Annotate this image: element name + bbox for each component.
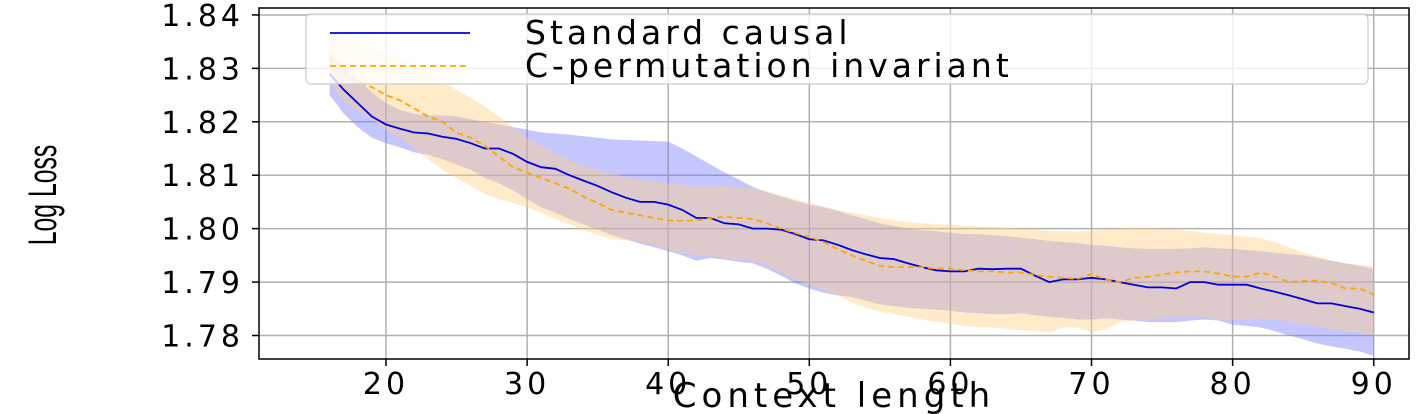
y-tick-label: 1.83 bbox=[161, 52, 244, 87]
series-lines bbox=[328, 57, 1375, 314]
x-tick-label: 50 bbox=[786, 367, 832, 402]
y-tick-label: 1.81 bbox=[161, 159, 244, 194]
legend-box bbox=[305, 13, 1369, 85]
x-tick-label: 20 bbox=[363, 367, 409, 402]
band-c-permutation-invariant bbox=[329, 33, 1374, 336]
line-standard-causal bbox=[328, 73, 1374, 314]
axis-ticks: 20 30 40 50 60 70 80 90 1.78 1.79 1.80 1.81 1.82 1.83… bbox=[161, 0, 1397, 402]
legend: Standard causal C-permutation invariant bbox=[305, 13, 1369, 85]
y-tick-label: 1.82 bbox=[161, 106, 244, 141]
x-tick-label: 70 bbox=[1068, 367, 1114, 402]
y-tick-label: 1.84 bbox=[161, 0, 244, 34]
x-tick-label: 80 bbox=[1210, 367, 1256, 402]
x-tick-label: 90 bbox=[1351, 367, 1397, 402]
x-tick-label: 40 bbox=[645, 367, 691, 402]
plot-frame bbox=[258, 7, 1410, 360]
line-c-permutation-invariant bbox=[328, 57, 1375, 296]
x-axis-label: Context length bbox=[673, 376, 995, 414]
y-axis-label: Log Loss bbox=[21, 145, 65, 246]
legend-label-standard-causal: Standard causal bbox=[525, 13, 851, 52]
y-tick-label: 1.80 bbox=[161, 213, 244, 248]
y-tick-label: 1.79 bbox=[161, 266, 244, 301]
x-tick-label: 60 bbox=[927, 367, 973, 402]
y-tick-label: 1.78 bbox=[161, 319, 244, 354]
legend-label-c-permutation-invariant: C-permutation invariant bbox=[525, 46, 1013, 85]
x-tick-label: 30 bbox=[504, 367, 550, 402]
